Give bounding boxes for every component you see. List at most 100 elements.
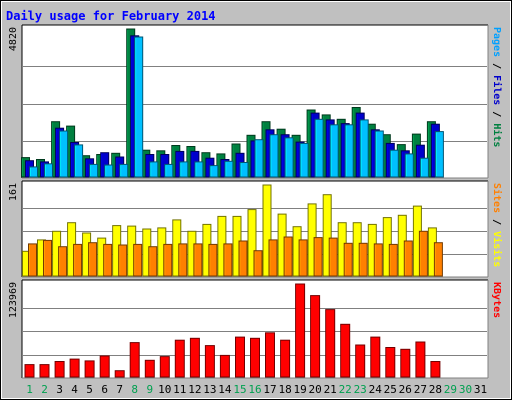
bar	[133, 243, 143, 277]
bar	[99, 355, 110, 378]
bar	[434, 131, 444, 178]
bar	[208, 243, 218, 277]
chart-panels: 4820 Pages / Files / Hits 161 Sites / Visit…	[8, 24, 503, 379]
bar-kbytes-day-5	[84, 360, 95, 378]
bar	[219, 354, 230, 378]
bar-pages-day-13	[209, 165, 219, 178]
bar-sites-day-28	[433, 242, 443, 277]
bar-pages-day-10	[164, 163, 174, 178]
x-tick-label-day-28: 28	[429, 383, 442, 396]
bar-sites-day-2	[43, 239, 52, 277]
bar	[325, 309, 336, 378]
bar	[299, 142, 309, 178]
bar	[69, 358, 80, 378]
series-kbytes	[24, 283, 441, 378]
panel-visits: 161 Sites / Visits	[8, 180, 503, 278]
x-tick-label-day-21: 21	[324, 383, 337, 396]
series-pages	[29, 36, 444, 178]
legend-entry: Pages	[491, 27, 502, 57]
bar	[118, 244, 128, 277]
x-tick-label-day-30: 30	[459, 383, 472, 396]
bar	[178, 243, 188, 277]
bar-pages-day-11	[179, 161, 189, 178]
bar-sites-day-9	[148, 246, 158, 277]
bar-kbytes-day-7	[114, 370, 125, 378]
bar-kbytes-day-25	[385, 347, 396, 378]
bar-pages-day-4	[74, 144, 84, 178]
bar-kbytes-day-22	[340, 323, 351, 378]
bar-kbytes-day-27	[415, 341, 426, 378]
bar	[389, 149, 399, 178]
bar-sites-day-18	[283, 236, 293, 277]
x-tick-label-day-29: 29	[444, 383, 457, 396]
bar-kbytes-day-10	[159, 356, 170, 378]
bar	[280, 339, 291, 378]
legend-separator: /	[491, 213, 502, 231]
bar-kbytes-day-12	[189, 337, 200, 378]
bar	[359, 119, 369, 178]
bar-sites-day-11	[178, 243, 188, 277]
bar	[163, 243, 173, 277]
bar	[89, 163, 99, 178]
bar	[204, 345, 215, 378]
bar	[328, 237, 338, 277]
bar-sites-day-8	[133, 243, 143, 277]
x-tick-label-day-27: 27	[414, 383, 427, 396]
bar	[430, 361, 441, 378]
bar	[314, 118, 324, 178]
bar	[103, 243, 113, 277]
bar	[344, 124, 354, 178]
bar-pages-day-17	[269, 134, 279, 178]
bar-sites-day-17	[268, 239, 278, 277]
bar	[322, 194, 332, 277]
bar	[58, 246, 68, 277]
bar	[134, 36, 144, 178]
panel-hits: 4820 Pages / Files / Hits	[8, 24, 503, 179]
x-tick-label-day-23: 23	[354, 383, 367, 396]
bar-pages-day-26	[404, 153, 414, 178]
bar-sites-day-4	[73, 243, 83, 277]
bar	[419, 157, 429, 178]
bar-kbytes-day-17	[265, 332, 275, 378]
bar-sites-day-16	[253, 250, 263, 277]
x-tick-label-day-16: 16	[248, 383, 261, 396]
bar-sites-day-22	[343, 242, 353, 277]
bar	[54, 361, 65, 378]
bar	[39, 364, 50, 378]
bar	[313, 237, 323, 277]
bar-pages-day-22	[344, 124, 354, 178]
bar	[88, 242, 98, 277]
bar-pages-day-7	[119, 163, 129, 178]
bar-sites-day-7	[118, 244, 128, 277]
bar-sites-day-5	[88, 242, 98, 277]
bar-pages-day-1	[29, 166, 38, 178]
x-tick-label-day-11: 11	[173, 383, 186, 396]
x-tick-label-day-25: 25	[384, 383, 397, 396]
bar-pages-day-15	[239, 162, 249, 178]
bar-sites-day-10	[163, 243, 173, 277]
legend-entry: Hits	[491, 123, 503, 147]
x-tick-label-day-12: 12	[188, 383, 201, 396]
bar	[223, 243, 233, 277]
bar-kbytes-day-14	[219, 354, 230, 378]
bar	[28, 243, 37, 277]
bar	[310, 295, 321, 378]
bar-sites-day-12	[193, 243, 203, 277]
bar	[129, 342, 140, 378]
bar-pages-day-6	[104, 164, 114, 178]
bar	[159, 356, 170, 378]
bar-pages-day-2	[44, 163, 53, 178]
bar	[262, 184, 272, 277]
bar-kbytes-day-20	[310, 295, 321, 378]
y-axis-max-label: 123969	[8, 282, 19, 318]
legend-entry: Files	[491, 75, 503, 105]
x-tick-label-day-20: 20	[308, 383, 321, 396]
bar	[400, 348, 411, 378]
x-tick-label-day-15: 15	[233, 383, 246, 396]
bar-sites-day-23	[358, 242, 368, 277]
bar	[329, 124, 339, 178]
bar	[295, 283, 306, 378]
x-tick-label-day-4: 4	[71, 383, 78, 396]
series-sites	[28, 230, 443, 277]
